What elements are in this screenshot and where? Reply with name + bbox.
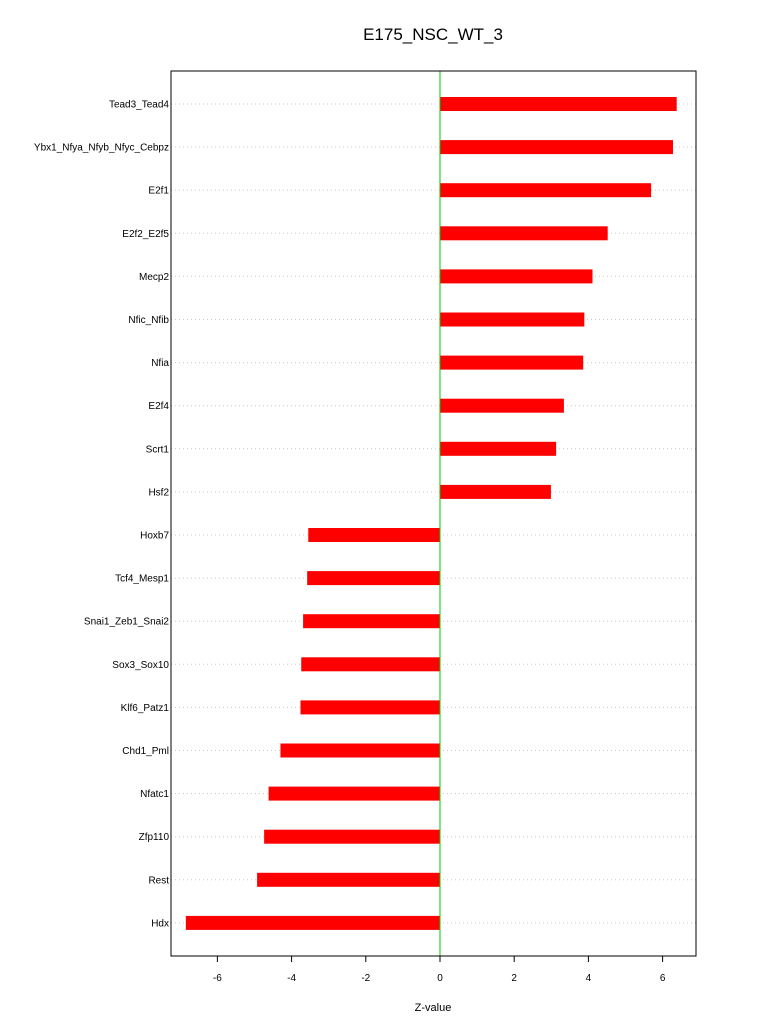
bar: [185, 915, 440, 930]
bar: [308, 528, 440, 542]
bar: [280, 743, 440, 758]
bar: [439, 355, 584, 370]
x-tick-label: -2: [361, 973, 370, 984]
bar: [439, 312, 585, 327]
x-axis: -6 -4 -2 0 2 4 6: [213, 955, 666, 984]
bars: [185, 97, 677, 930]
category-label: Hsf2: [148, 487, 169, 498]
bar: [439, 269, 593, 284]
bar: [264, 829, 440, 844]
bar: [439, 398, 564, 413]
category-label: Rest: [148, 875, 169, 886]
category-label: Scrt1: [146, 444, 170, 455]
chart-title: E175_NSC_WT_3: [363, 25, 503, 44]
bar: [439, 226, 608, 241]
bar: [439, 441, 557, 456]
category-label: Nfatc1: [140, 789, 169, 800]
x-tick-label: 0: [437, 973, 443, 984]
category-label: E2f1: [148, 186, 169, 197]
category-label: Nfic_Nfib: [128, 315, 169, 326]
category-label: Hdx: [151, 918, 169, 929]
category-label: E2f4: [148, 401, 169, 412]
x-axis-title: Z-value: [415, 1002, 452, 1014]
category-label: E2f2_E2f5: [122, 229, 169, 240]
category-label: Snai1_Zeb1_Snai2: [84, 617, 170, 628]
category-label: Mecp2: [139, 272, 169, 283]
bar: [439, 183, 652, 198]
bar: [268, 786, 440, 801]
bar: [303, 614, 440, 629]
bar: [307, 571, 440, 586]
category-label: Hoxb7: [140, 531, 169, 542]
x-tick-label: 6: [660, 973, 666, 984]
bar: [257, 872, 440, 887]
bar: [439, 97, 677, 111]
x-tick-label: 2: [511, 973, 517, 984]
x-tick-label: 4: [586, 973, 592, 984]
category-label: Zfp110: [139, 832, 170, 843]
category-label: Tcf4_Mesp1: [115, 574, 169, 585]
category-label: Sox3_Sox10: [112, 660, 169, 671]
x-tick-label: -6: [213, 973, 222, 984]
category-label: Klf6_Patz1: [121, 703, 170, 714]
category-labels: Tead3_Tead4 Ybx1_Nfya_Nfyb_Nfyc_Cebpz E2f1…: [34, 100, 170, 930]
category-label: Chd1_Pml: [122, 746, 169, 757]
plot-frame: [170, 70, 697, 957]
category-label: Ybx1_Nfya_Nfyb_Nfyc_Cebpz: [34, 143, 169, 154]
bar: [301, 657, 440, 672]
bar: [300, 700, 440, 715]
bar: [439, 140, 673, 155]
category-label: Nfia: [151, 358, 169, 369]
x-tick-label: -4: [287, 973, 296, 984]
bar: [439, 484, 551, 499]
category-label: Tead3_Tead4: [109, 100, 169, 111]
